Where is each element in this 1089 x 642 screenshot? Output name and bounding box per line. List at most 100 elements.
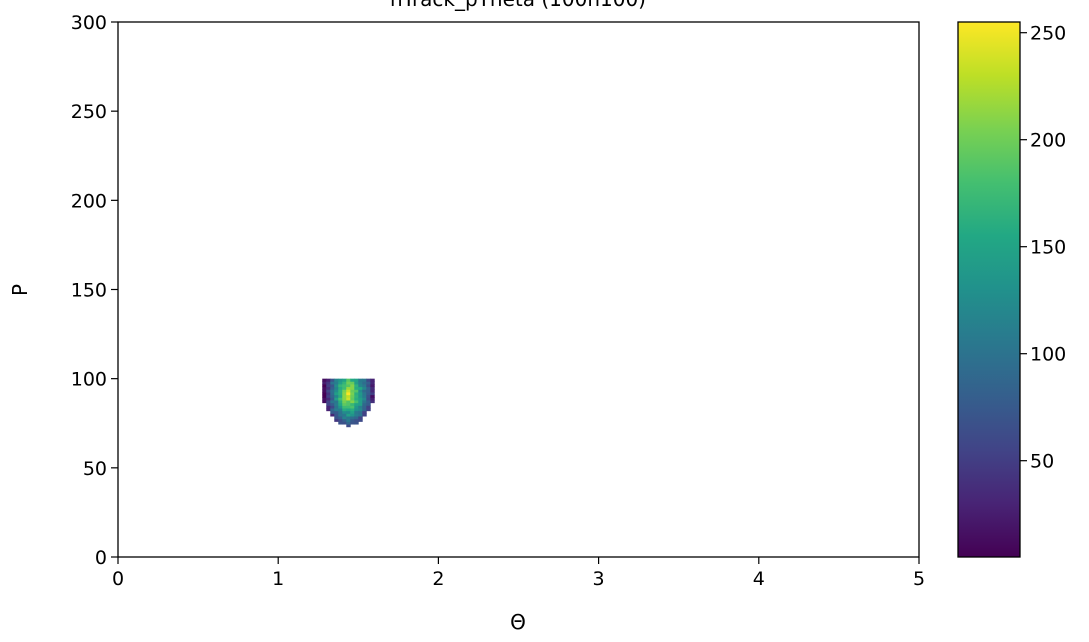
heat-cell: [342, 386, 347, 390]
heat-cell: [346, 402, 351, 406]
heat-cell: [330, 384, 335, 388]
heat-cell: [322, 384, 327, 388]
heat-cell: [370, 384, 375, 388]
heat-cell: [358, 416, 363, 420]
heat-cell: [334, 386, 339, 390]
heat-cell: [334, 413, 339, 417]
colorbar: [957, 21, 1021, 558]
heat-cell: [358, 386, 363, 390]
x-tick-label: 3: [593, 568, 605, 590]
heat-cell: [330, 405, 335, 409]
heat-cell: [326, 392, 331, 396]
x-axis-label: Θ: [510, 610, 526, 634]
heat-cell: [346, 408, 351, 412]
heat-cell: [346, 405, 351, 409]
heat-cell: [350, 405, 355, 409]
heat-cell: [330, 413, 335, 417]
heat-cell: [358, 381, 363, 385]
heat-cell: [366, 397, 371, 401]
heat-cell: [362, 402, 367, 406]
plot-frame: [117, 21, 920, 558]
heat-cell: [354, 421, 359, 425]
heat-cell: [370, 397, 375, 401]
heat-cell: [354, 400, 359, 404]
heat-cell: [322, 389, 327, 393]
heat-cell: [358, 384, 363, 388]
colorbar-tick-label: 50: [1030, 451, 1054, 473]
heat-cell: [334, 389, 339, 393]
x-tick-label: 0: [112, 568, 124, 590]
heat-cell: [326, 408, 331, 412]
heat-cell: [334, 400, 339, 404]
heat-cell: [342, 416, 347, 420]
heat-cell: [358, 394, 363, 398]
heat-cell: [342, 405, 347, 409]
heat-cell: [346, 413, 351, 417]
heat-cell: [326, 397, 331, 401]
heat-cell: [358, 397, 363, 401]
heat-cell: [362, 381, 367, 385]
heat-cell: [358, 402, 363, 406]
heat-cell: [342, 397, 347, 401]
heat-cell: [358, 378, 363, 382]
colorbar-tick-label: 100: [1030, 344, 1066, 366]
y-tick-label: 50: [83, 458, 107, 480]
heat-cell: [354, 418, 359, 422]
heat-cell: [350, 408, 355, 412]
heat-cell: [334, 397, 339, 401]
heat-cell: [322, 381, 327, 385]
colorbar-tick-label: 250: [1030, 23, 1066, 45]
heat-cell: [338, 408, 343, 412]
heat-cell: [330, 400, 335, 404]
heat-cell: [326, 381, 331, 385]
heat-cell: [326, 402, 331, 406]
heat-cell: [346, 424, 351, 428]
heat-cell: [354, 405, 359, 409]
heat-cell: [338, 392, 343, 396]
heat-cell: [346, 384, 351, 388]
heat-cell: [338, 389, 343, 393]
heat-cell: [334, 418, 339, 422]
heat-cell: [366, 408, 371, 412]
x-tick-label: 4: [753, 568, 765, 590]
heat-cell: [362, 413, 367, 417]
heat-cell: [358, 392, 363, 396]
heat-cell: [322, 386, 327, 390]
heat-cell: [346, 416, 351, 420]
heat-cell: [334, 394, 339, 398]
heat-cell: [334, 378, 339, 382]
heat-cell: [346, 394, 351, 398]
heat-cell: [346, 392, 351, 396]
heat-cell: [334, 408, 339, 412]
heatmap-cells: [322, 378, 375, 428]
heat-cell: [366, 394, 371, 398]
heat-cell: [362, 384, 367, 388]
heat-cell: [346, 386, 351, 390]
x-tick-label: 1: [272, 568, 284, 590]
heat-cell: [322, 378, 327, 382]
heat-cell: [342, 421, 347, 425]
heat-cell: [342, 402, 347, 406]
heat-cell: [350, 392, 355, 396]
heat-cell: [370, 394, 375, 398]
heat-cell: [358, 400, 363, 404]
y-tick-label: 300: [71, 12, 107, 34]
y-tick-label: 0: [95, 547, 107, 569]
heat-cell: [366, 400, 371, 404]
heat-cell: [342, 378, 347, 382]
x-tick-label: 5: [913, 568, 925, 590]
heat-cell: [366, 402, 371, 406]
heat-cell: [350, 381, 355, 385]
heat-cell: [350, 418, 355, 422]
heat-cell: [346, 378, 351, 382]
heat-cell: [326, 378, 331, 382]
heat-cell: [350, 402, 355, 406]
x-tick-label: 2: [432, 568, 444, 590]
heat-cell: [366, 392, 371, 396]
heat-cell: [342, 384, 347, 388]
y-axis-label: P: [8, 284, 32, 296]
heat-cell: [326, 384, 331, 388]
heat-cell: [326, 389, 331, 393]
heat-cell: [362, 392, 367, 396]
heat-cell: [342, 392, 347, 396]
